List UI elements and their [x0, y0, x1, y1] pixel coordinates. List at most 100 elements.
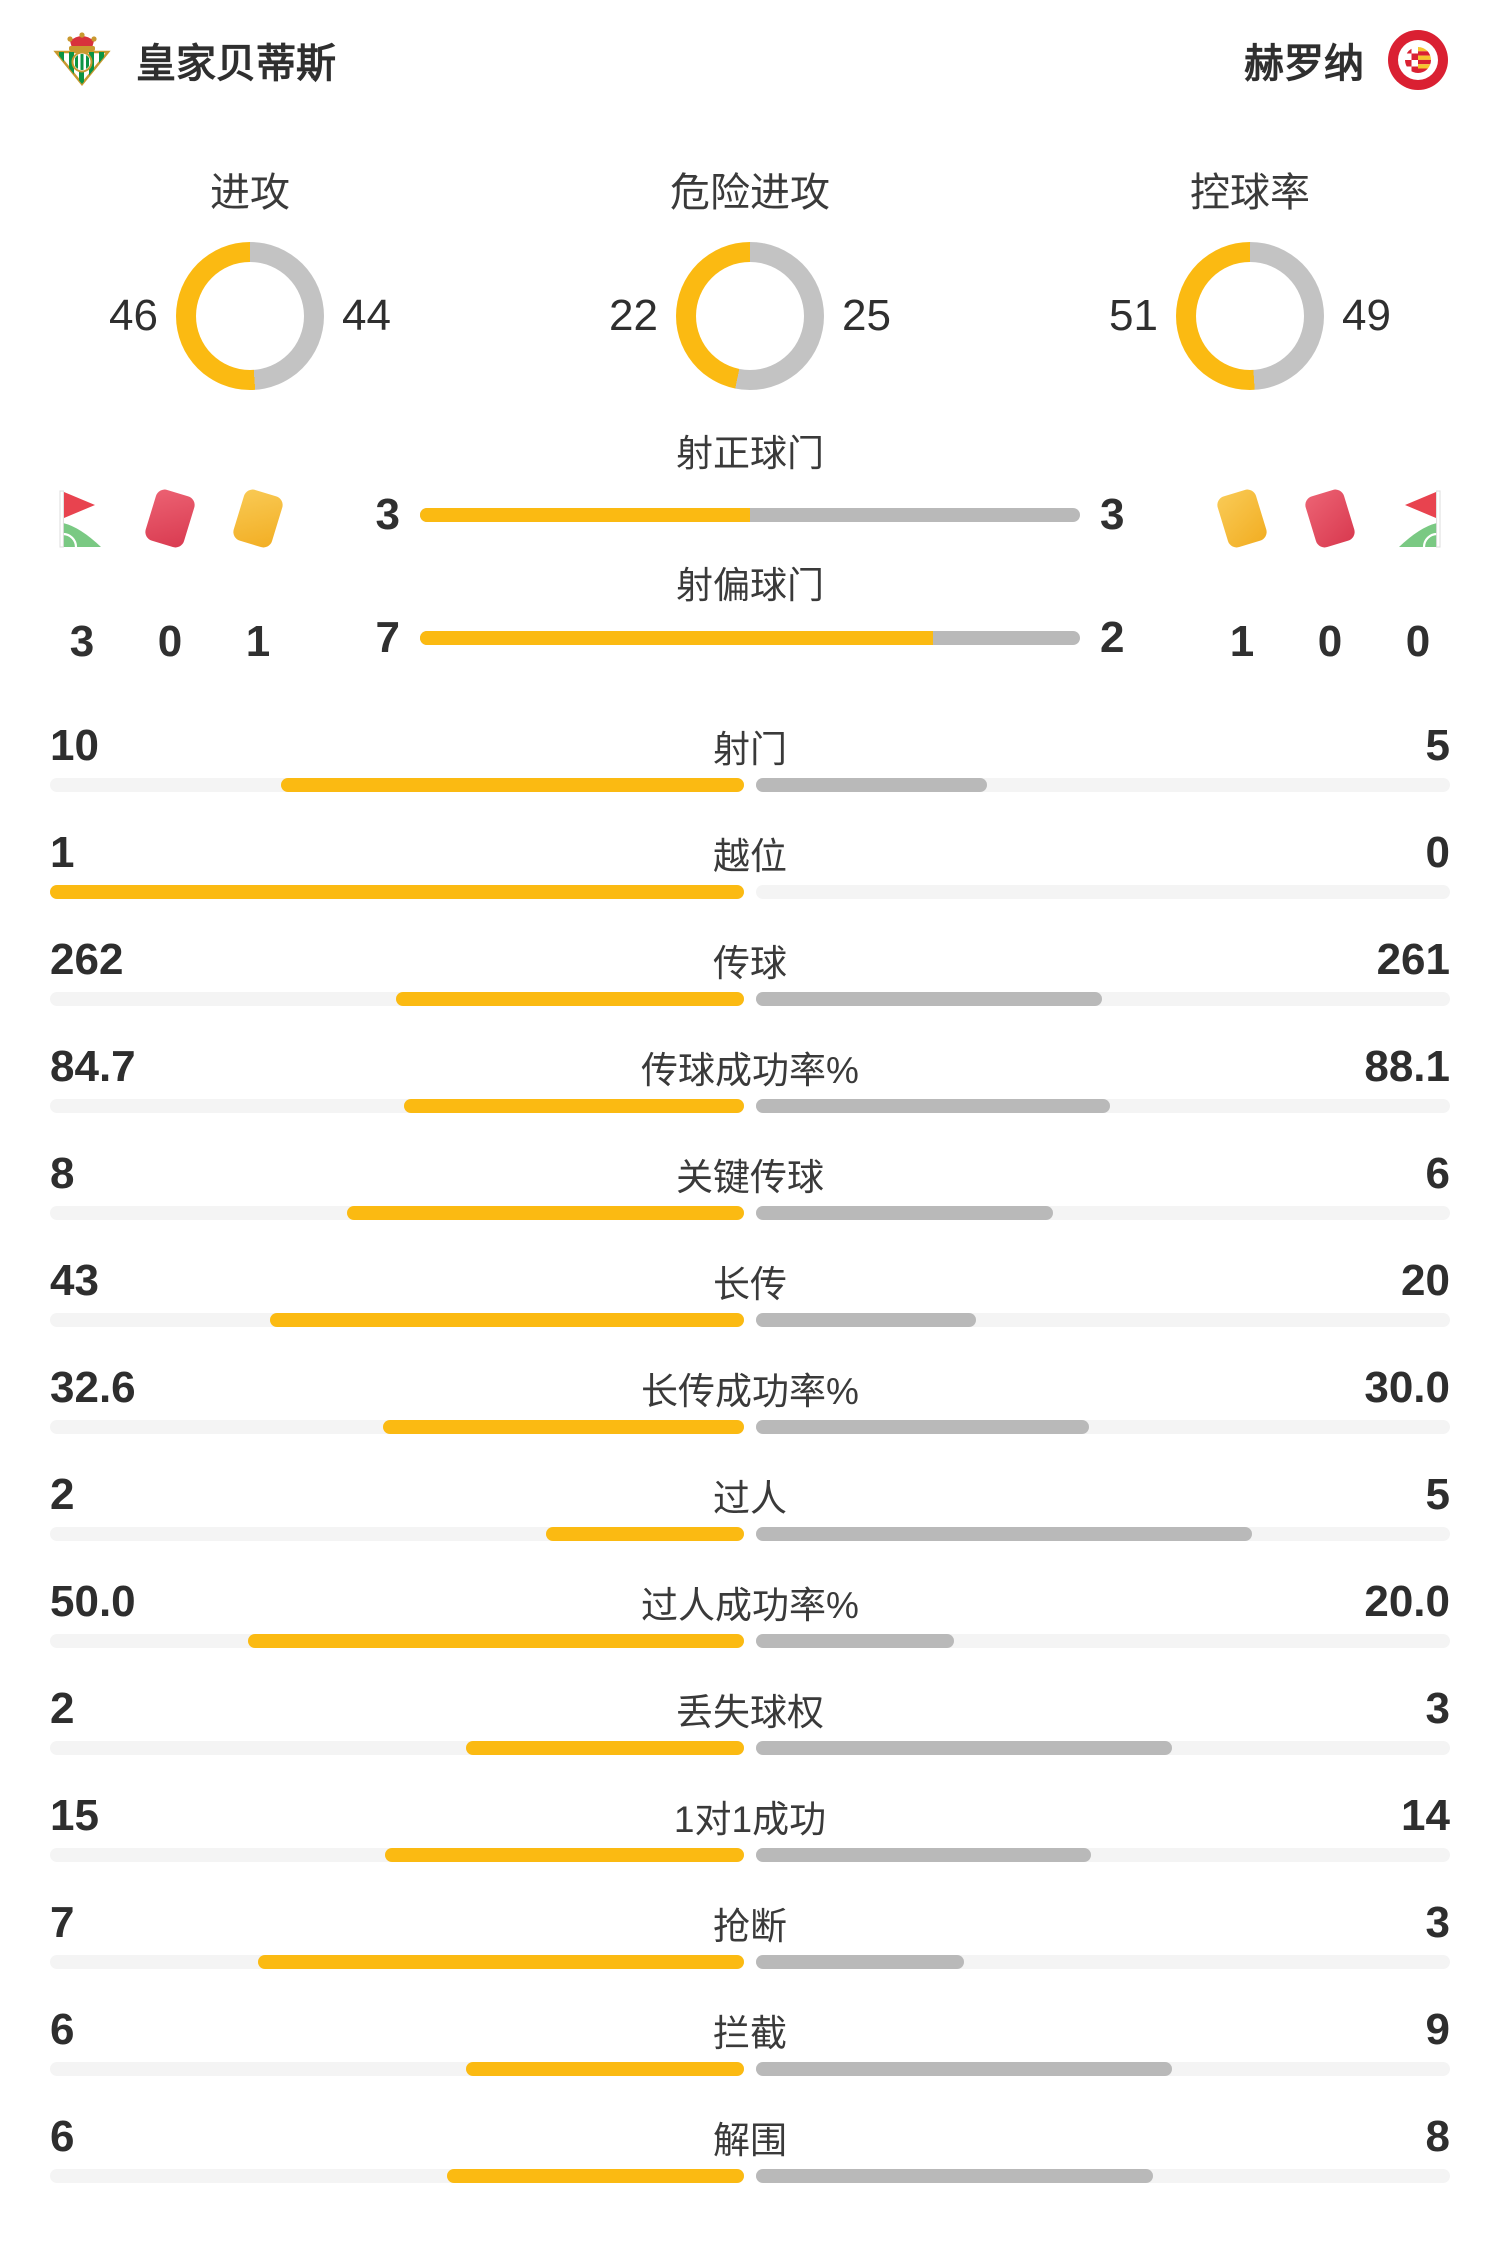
stat-away-value: 0	[1425, 828, 1450, 877]
stat-bars	[50, 1313, 1450, 1327]
stat-bars	[50, 1206, 1450, 1220]
stats-section: 10 射门 5 1 越位 0 262 传球 261 84.7 传球成功率% 88.1 8 关键传球 6 43 长…	[0, 704, 1500, 2202]
stat-label: 长传	[713, 1264, 787, 1305]
stat-line: 50.0 过人成功率% 20.0	[50, 1576, 1450, 1628]
shots-off-target-home-value: 7	[375, 613, 400, 662]
stat-bar-home	[50, 1206, 750, 1220]
stat-label: 解围	[713, 2120, 787, 2161]
home-team-name: 皇家贝蒂斯	[136, 42, 336, 86]
away-team-name: 赫罗纳	[1244, 42, 1364, 86]
stat-bar-home	[50, 1848, 750, 1862]
stat-row: 6 拦截 9	[50, 1988, 1450, 2095]
shots-section: 射正球门 3 3	[0, 432, 1500, 668]
donut-block: 控球率 51 49	[1074, 168, 1426, 390]
away-yellow-cards-count: 1	[1229, 617, 1255, 666]
donut-block: 危险进攻 22 25	[574, 168, 926, 390]
home-corners-count: 3	[69, 617, 95, 666]
away-discipline-counts: 1 0 0	[1210, 616, 1450, 668]
stat-home-value: 50.0	[50, 1577, 136, 1626]
stat-line: 84.7 传球成功率% 88.1	[50, 1041, 1450, 1093]
stat-bars	[50, 1634, 1450, 1648]
stat-home-value: 32.6	[50, 1363, 136, 1412]
shots-off-target-bar	[420, 631, 1080, 645]
donut-home-value: 22	[609, 291, 658, 340]
donut-home-value: 46	[109, 291, 158, 340]
stat-line: 1 越位 0	[50, 827, 1450, 879]
home-discipline-icons	[50, 482, 290, 554]
stat-line: 6 解围 8	[50, 2111, 1450, 2163]
stat-row: 84.7 传球成功率% 88.1	[50, 1025, 1450, 1132]
stat-home-value: 1	[50, 828, 75, 877]
donut-label: 进攻	[210, 171, 290, 215]
away-corners-count: 0	[1405, 617, 1431, 666]
stat-label: 传球成功率%	[641, 1050, 859, 1091]
red-card-icon	[138, 486, 202, 550]
donut-hole	[696, 262, 804, 370]
stat-bars	[50, 992, 1450, 1006]
stat-home-value: 262	[50, 935, 124, 984]
stat-away-value: 30.0	[1364, 1363, 1450, 1412]
stat-bars	[50, 2169, 1450, 2183]
stat-away-value: 5	[1425, 1470, 1450, 1519]
stat-away-value: 261	[1376, 935, 1450, 984]
corner-flag-icon	[50, 487, 114, 549]
stat-bar-home	[50, 2169, 750, 2183]
stat-home-value: 7	[50, 1898, 75, 1947]
stat-bars	[50, 1955, 1450, 1969]
stat-home-value: 6	[50, 2112, 75, 2161]
donut-row: 51 49	[1074, 242, 1426, 390]
stat-home-value: 2	[50, 1470, 75, 1519]
girona-badge-icon	[1388, 30, 1448, 90]
yellow-card-icon	[1210, 486, 1274, 550]
stat-home-value: 84.7	[50, 1042, 136, 1091]
stat-away-value: 3	[1425, 1898, 1450, 1947]
stat-label: 射门	[713, 729, 787, 770]
donut-away-value: 44	[342, 291, 391, 340]
stat-line: 15 1对1成功 14	[50, 1790, 1450, 1842]
stat-bar-away	[750, 2062, 1450, 2076]
stat-bar-away	[750, 1099, 1450, 1113]
stat-bar-away	[750, 1634, 1450, 1648]
stat-home-value: 10	[50, 721, 99, 770]
stat-bar-away	[750, 1206, 1450, 1220]
stat-bar-home	[50, 992, 750, 1006]
stat-line: 6 拦截 9	[50, 2004, 1450, 2056]
stat-label: 长传成功率%	[641, 1371, 859, 1412]
stat-away-value: 9	[1425, 2005, 1450, 2054]
donut-row: 46 44	[74, 242, 426, 390]
donut-ring	[176, 242, 324, 390]
stat-bar-home	[50, 1099, 750, 1113]
stat-label: 过人成功率%	[641, 1585, 859, 1626]
donut-row: 22 25	[574, 242, 926, 390]
stat-bar-away	[750, 1955, 1450, 1969]
away-discipline-icons	[1210, 482, 1450, 554]
stat-bar-home	[50, 778, 750, 792]
stat-bar-home	[50, 1741, 750, 1755]
stat-bars	[50, 1099, 1450, 1113]
stat-row: 2 丢失球权 3	[50, 1667, 1450, 1774]
stat-away-value: 88.1	[1364, 1042, 1450, 1091]
shots-on-target-home-value: 3	[375, 490, 400, 539]
donut-ring	[676, 242, 824, 390]
stat-bar-away	[750, 1741, 1450, 1755]
stat-row: 1 越位 0	[50, 811, 1450, 918]
stat-line: 10 射门 5	[50, 720, 1450, 772]
home-team: 皇家贝蒂斯	[50, 28, 336, 92]
shots-on-target-label: 射正球门	[676, 433, 824, 474]
stat-bar-home	[50, 1313, 750, 1327]
donut-home-value: 51	[1109, 291, 1158, 340]
donut-hole	[196, 262, 304, 370]
stat-bar-away	[750, 1848, 1450, 1862]
stat-bar-home	[50, 1955, 750, 1969]
donut-label: 控球率	[1190, 171, 1310, 215]
donut-section: 进攻 46 44 危险进攻 22 25 控球率 51 49	[0, 168, 1500, 390]
stat-away-value: 20.0	[1364, 1577, 1450, 1626]
stat-bar-home	[50, 885, 750, 899]
stat-bar-home	[50, 1420, 750, 1434]
stat-label: 丢失球权	[676, 1692, 824, 1733]
donut-strip: 进攻 46 44 危险进攻 22 25 控球率 51 49	[0, 168, 1500, 390]
stat-label: 抢断	[713, 1906, 787, 1947]
stat-bars	[50, 1527, 1450, 1541]
stat-line: 262 传球 261	[50, 934, 1450, 986]
